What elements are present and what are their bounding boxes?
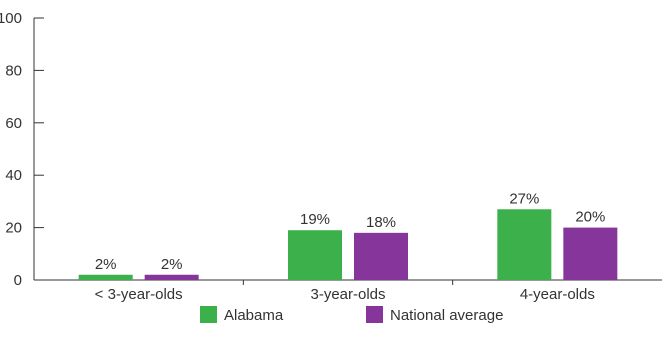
y-tick-label: 0: [14, 272, 22, 289]
x-tick-label: 3-year-olds: [310, 286, 385, 303]
data-label: 18%: [366, 214, 396, 231]
y-tick-label: 40: [5, 167, 22, 184]
bar-national-average: [563, 227, 618, 280]
legend-label: Alabama: [224, 307, 284, 324]
y-tick-label: 60: [5, 115, 22, 132]
bar-national-average: [144, 274, 199, 280]
legend: Alabama National average: [200, 306, 503, 324]
data-labels: 2% 2% 19% 18% 27% 20%: [95, 190, 606, 273]
bar-alabama: [497, 209, 552, 280]
legend-swatch-alabama: [200, 306, 217, 323]
data-label: 2%: [95, 256, 117, 273]
legend-swatch-national-average: [366, 306, 383, 323]
data-label: 19%: [300, 211, 330, 228]
bars: [78, 209, 618, 280]
bar-alabama: [288, 230, 342, 280]
y-tick-label: 20: [5, 220, 22, 237]
data-label: 20%: [575, 209, 605, 226]
y-tick-label: 80: [5, 62, 22, 79]
axes: 0 20 40 60 80 100 < 3-year-olds 3-year-olds 4-ye…: [0, 10, 662, 303]
y-tick-label: 100: [0, 10, 22, 27]
x-tick-label: 4-year-olds: [520, 286, 595, 303]
legend-label: National average: [390, 307, 503, 324]
x-tick-label: < 3-year-olds: [95, 286, 183, 303]
bar-national-average: [354, 232, 408, 280]
bar-alabama: [78, 274, 133, 280]
data-label: 2%: [161, 256, 183, 273]
data-label: 27%: [509, 190, 539, 207]
